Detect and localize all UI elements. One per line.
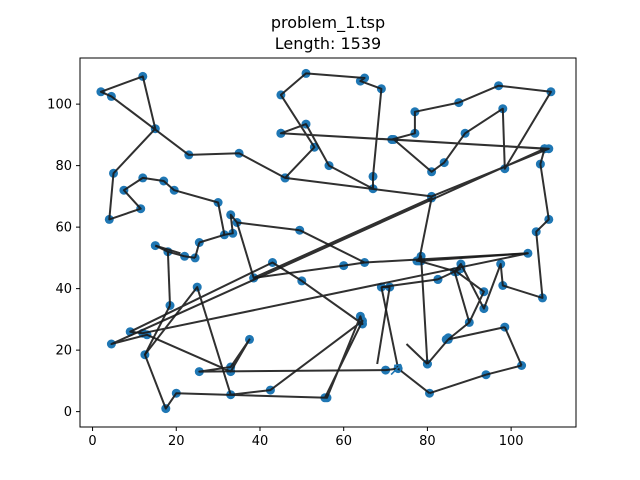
chart-subtitle: Length: 1539	[275, 34, 381, 53]
y-tick-label: 0	[64, 405, 72, 420]
tour-segment	[236, 221, 300, 232]
x-tick-label: 0	[88, 434, 96, 449]
tour-segment	[405, 343, 429, 365]
tour-segment	[485, 364, 522, 376]
tour-segment	[397, 367, 431, 394]
tour-segment	[166, 251, 171, 306]
tour-segment	[167, 250, 185, 258]
tour-segment	[376, 286, 391, 365]
tour-path-main	[99, 72, 552, 373]
tour-segment	[380, 286, 400, 369]
y-tick-label: 80	[55, 159, 72, 174]
tour-segment	[199, 233, 225, 244]
tour-segment	[343, 261, 365, 267]
city-point	[441, 334, 451, 344]
tour-segment	[144, 305, 171, 356]
y-tick-label: 40	[55, 282, 72, 297]
x-tick-label: 40	[252, 434, 269, 449]
axes: 0 20 40 60 80 100 0 20 40 60 80 100	[47, 98, 523, 449]
x-tick-label: 80	[419, 434, 436, 449]
tour-segment	[437, 267, 462, 281]
plot-area	[96, 68, 556, 414]
x-tick-label: 20	[168, 434, 185, 449]
plot-frame	[79, 57, 577, 428]
tour-segment	[447, 321, 470, 341]
y-tick-label: 100	[47, 98, 72, 113]
tour-segment	[194, 242, 201, 259]
tour-segment	[364, 252, 528, 264]
start-arrow	[390, 363, 402, 376]
tour-path-tail	[129, 252, 529, 410]
x-tick-label: 100	[499, 434, 524, 449]
y-tick-label: 60	[55, 221, 72, 236]
tour-segment	[299, 229, 366, 264]
tour-segment	[253, 264, 344, 279]
tour-segment	[429, 373, 487, 395]
y-tick-label: 20	[55, 344, 72, 359]
tour-segment	[381, 278, 439, 289]
x-tick-label: 60	[335, 434, 352, 449]
tour-segment	[426, 338, 450, 365]
tour-segment	[155, 244, 181, 255]
tour-segment	[448, 326, 506, 341]
tour-segment	[184, 255, 196, 259]
chart-title: problem_1.tsp	[271, 13, 385, 33]
tour-segment	[503, 326, 523, 366]
